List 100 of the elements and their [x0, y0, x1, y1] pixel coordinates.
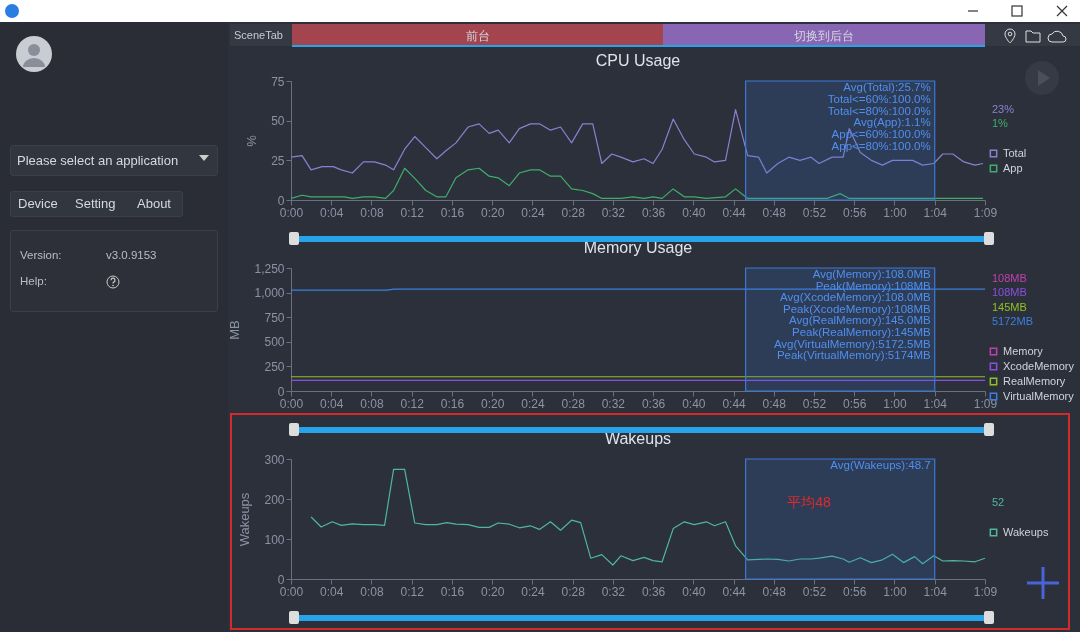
- y-tick-label: 50: [271, 114, 285, 129]
- x-tick-label: 0:20: [480, 205, 505, 220]
- text: SceneTab: [234, 29, 283, 41]
- text: v3.0.9153: [106, 249, 157, 261]
- text: 前台: [464, 28, 491, 45]
- x-tick-label: 0:40: [682, 396, 706, 411]
- x-tick-label: 0:08: [360, 205, 384, 220]
- x-tick-label: 0:28: [561, 396, 586, 411]
- y-axis-title: Wakeups: [237, 492, 253, 547]
- x-tick-label: 0:00: [279, 205, 304, 220]
- y-tick-label: 500: [264, 335, 285, 350]
- chart-title: CPU Usage: [595, 52, 681, 69]
- text: 108MB: [992, 286, 1027, 298]
- x-tick-label: 0:04: [320, 205, 344, 220]
- x-tick-label: 1:00: [883, 205, 907, 220]
- x-tick-label: 0:20: [480, 396, 505, 411]
- text: Help:: [20, 275, 47, 287]
- x-tick-label: 0:24: [521, 205, 545, 220]
- annotation: Peak(VirtualMemory):5174MB: [776, 349, 932, 362]
- chart-title: Memory Usage: [583, 239, 693, 256]
- x-tick-label: 1:09: [973, 205, 998, 220]
- legend-label: Memory: [1003, 344, 1044, 357]
- x-tick-label: 0:12: [400, 396, 425, 411]
- x-tick-label: 0:20: [480, 584, 505, 599]
- y-tick-label: 100: [264, 532, 285, 547]
- legend-label: RealMemory: [1003, 374, 1066, 387]
- annotation: Peak(XcodeMemory):108MB: [783, 302, 932, 315]
- y-tick-label: 0: [277, 572, 285, 587]
- y-tick-label: 1,250: [254, 261, 285, 276]
- y-tick-label: 0: [277, 384, 285, 399]
- annotation: Avg(XcodeMemory):108.0MB: [780, 291, 932, 304]
- y-tick-label: 750: [264, 310, 285, 325]
- text: 切换到后台: [793, 28, 855, 45]
- annotation: Peak(RealMemory):145MB: [792, 326, 932, 338]
- text: 5172MB: [992, 315, 1033, 327]
- x-tick-label: 0:12: [400, 584, 425, 599]
- x-tick-label: 0:16: [440, 584, 465, 599]
- y-axis-title: MB: [227, 320, 243, 340]
- annotation: Total<=80%:100.0%: [827, 104, 931, 117]
- y-tick-label: 1,000: [254, 286, 285, 301]
- x-tick-label: 0:24: [521, 584, 545, 599]
- x-tick-label: 0:28: [561, 205, 586, 220]
- x-tick-label: 0:40: [682, 205, 706, 220]
- text: Version:: [20, 249, 62, 261]
- x-tick-label: 0:32: [601, 584, 626, 599]
- x-tick-label: 1:04: [923, 584, 948, 599]
- text: Device: [18, 196, 58, 211]
- x-tick-label: 0:36: [641, 584, 666, 599]
- x-tick-label: 0:32: [601, 396, 626, 411]
- x-tick-label: 0:56: [843, 584, 867, 599]
- x-tick-label: 0:48: [762, 205, 787, 220]
- x-tick-label: 0:12: [400, 205, 425, 220]
- x-tick-label: 1:00: [883, 396, 907, 411]
- annotation: Avg(VirtualMemory):5172.5MB: [773, 337, 932, 350]
- y-axis-title: %: [244, 134, 260, 147]
- legend-label: Total: [1003, 146, 1027, 159]
- x-tick-label: 0:48: [762, 396, 787, 411]
- x-tick-label: 0:08: [360, 396, 384, 411]
- x-tick-label: 0:00: [279, 584, 304, 599]
- text: About: [137, 196, 171, 211]
- x-tick-label: 0:44: [722, 205, 747, 220]
- x-tick-label: 0:28: [561, 584, 586, 599]
- line-series: [290, 108, 984, 174]
- annotation: Avg(App):1.1%: [853, 116, 931, 129]
- y-tick-label: 250: [264, 359, 285, 374]
- x-tick-label: 1:09: [973, 584, 998, 599]
- x-tick-label: 0:56: [843, 205, 867, 220]
- x-tick-label: 0:16: [440, 205, 465, 220]
- annotation: Avg(RealMemory):145.0MB: [789, 314, 932, 327]
- band-label: 平均48: [787, 494, 832, 510]
- x-tick-label: 0:04: [320, 396, 344, 411]
- annotation: Total<=60%:100.0%: [827, 92, 931, 105]
- text: Setting: [75, 196, 116, 211]
- x-tick-label: 0:32: [601, 205, 626, 220]
- annotation: Avg(Wakeups):48.7: [830, 459, 931, 471]
- text: 1%: [992, 117, 1009, 129]
- x-tick-label: 0:24: [521, 396, 545, 411]
- x-tick-label: 0:48: [762, 584, 787, 599]
- annotation: App<=60%:100.0%: [831, 128, 931, 141]
- x-tick-label: 1:04: [923, 396, 948, 411]
- legend-label: App: [1003, 161, 1023, 174]
- text: 52: [992, 496, 1005, 508]
- legend-label: Wakeups: [1003, 525, 1049, 538]
- x-tick-label: 0:56: [843, 396, 867, 411]
- annotation: Peak(Memory):108MB: [815, 279, 932, 292]
- text: 145MB: [992, 300, 1027, 313]
- x-tick-label: 0:36: [641, 205, 666, 220]
- y-tick-label: 0: [277, 193, 285, 208]
- annotation: Avg(Total):25.7%: [843, 81, 931, 93]
- y-tick-label: 75: [271, 74, 285, 89]
- x-tick-label: 1:04: [923, 205, 948, 220]
- x-tick-label: 0:44: [722, 584, 747, 599]
- x-tick-label: 1:00: [883, 584, 907, 599]
- chart-title: Wakeups: [604, 430, 672, 447]
- x-tick-label: 1:09: [973, 396, 998, 411]
- y-tick-label: 25: [271, 153, 285, 168]
- text: 108MB: [992, 271, 1027, 284]
- x-tick-label: 0:52: [802, 205, 827, 220]
- y-tick-label: 200: [264, 492, 285, 507]
- x-tick-label: 0:36: [641, 396, 666, 411]
